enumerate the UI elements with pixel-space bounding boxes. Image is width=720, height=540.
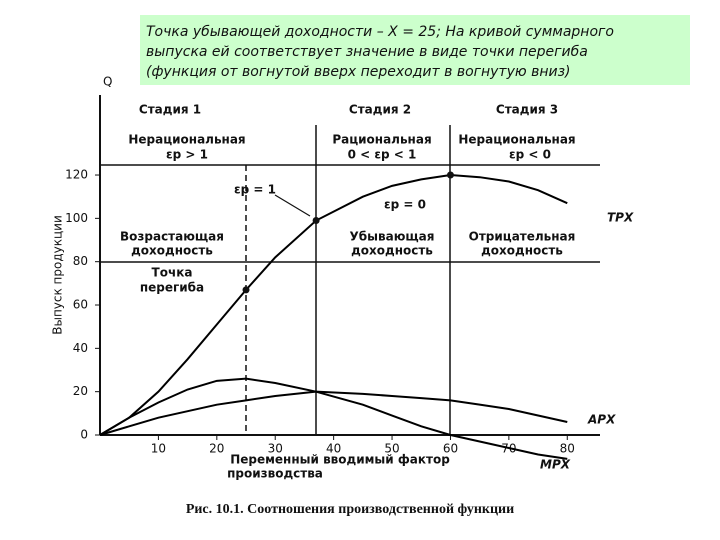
marker [446, 171, 454, 179]
x-tick-label: 40 [326, 442, 341, 456]
series-label: TPX [607, 211, 634, 225]
y-tick-label: 80 [73, 254, 88, 268]
pointer [274, 194, 311, 217]
annotation: εp = 1 [234, 183, 276, 197]
y-tick-label: 20 [73, 384, 88, 398]
x-tick-label: 20 [209, 442, 224, 456]
annotation: εp > 1 [166, 148, 208, 162]
x-tick-label: 80 [560, 442, 575, 456]
annotation: Убывающая [350, 230, 435, 244]
series-label: APX [587, 413, 616, 427]
annotation: доходность [131, 244, 213, 258]
x-tick-label: 50 [384, 442, 399, 456]
annotation: Возрастающая [120, 230, 224, 244]
x-axis-label: Переменный вводимый фактор [230, 453, 450, 467]
marker [312, 217, 320, 225]
header-line: выпуска ей соответствует значение в виде… [146, 44, 588, 60]
series-line [99, 377, 568, 460]
annotation: 0 < εp < 1 [348, 148, 417, 162]
header-line: (функция от вогнутой вверх переходит в в… [146, 64, 571, 80]
annotation: Стадия 3 [496, 103, 558, 117]
x-tick-label: 60 [443, 442, 458, 456]
y-tick-label: 40 [73, 341, 88, 355]
y-axis-label: Выпуск продукции [51, 215, 65, 335]
annotation: εp = 0 [384, 198, 426, 212]
annotation: Нерациональная [458, 133, 575, 147]
annotation: доходность [351, 244, 433, 258]
y-tick-label: 100 [65, 211, 88, 225]
y-tick-label: 60 [73, 298, 88, 312]
x-tick-label: 30 [268, 442, 283, 456]
annotation: Стадия 2 [349, 103, 411, 117]
y-axis-title: Q [103, 75, 112, 89]
marker [242, 286, 250, 294]
annotation: Отрицательная [469, 230, 576, 244]
annotation: Рациональная [332, 133, 431, 147]
annotation: εp < 0 [509, 148, 551, 162]
annotation: перегиба [140, 281, 204, 295]
series-label: MPX [540, 458, 571, 472]
x-tick-label: 10 [151, 442, 166, 456]
header-box [140, 15, 690, 85]
series-line [99, 174, 568, 436]
caption: Рис. 10.1. Соотношения производственной … [186, 502, 514, 517]
annotation: Стадия 1 [139, 103, 201, 117]
header-line: Точка убывающей доходности – Х = 25; На … [146, 24, 614, 40]
annotation: Точка [152, 266, 193, 280]
x-axis-label: производства [227, 467, 323, 481]
y-tick-label: 120 [65, 168, 88, 182]
series-line [99, 390, 568, 436]
y-tick-label: 0 [80, 428, 88, 442]
annotation: Нерациональная [128, 133, 245, 147]
annotation: доходность [481, 244, 563, 258]
